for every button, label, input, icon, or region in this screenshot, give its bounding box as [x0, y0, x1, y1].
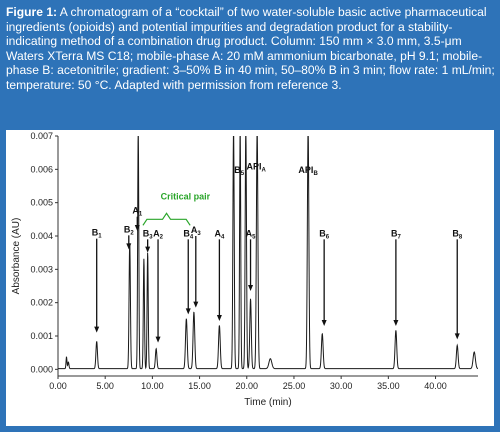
caption-label: Figure 1: — [6, 5, 58, 19]
peak-label: A2 — [153, 228, 164, 240]
peak-arrowhead — [321, 320, 327, 326]
peak-arrowhead — [248, 285, 254, 291]
peak-arrowhead — [454, 333, 460, 340]
y-tick-label: 0.000 — [30, 364, 53, 374]
peak-arrowhead — [94, 326, 100, 333]
critical-pair-label: Critical pair — [161, 191, 211, 201]
peak-arrowhead — [393, 320, 399, 326]
peak-label: B5 — [234, 165, 245, 177]
peak-arrowhead — [216, 315, 222, 321]
x-tick-label: 15.00 — [188, 381, 211, 391]
peak-label: APIB — [298, 165, 318, 177]
peak-arrowhead — [126, 243, 132, 250]
peak-label: A1 — [132, 206, 143, 218]
x-tick-label: 10.00 — [141, 381, 164, 391]
x-tick-label: 5.00 — [96, 381, 114, 391]
figure-caption: Figure 1: A chromatogram of a “cocktail”… — [6, 5, 496, 125]
peak-label: B1 — [92, 228, 103, 240]
x-axis-label: Time (min) — [244, 397, 291, 408]
x-tick-label: 20.00 — [235, 381, 258, 391]
y-tick-label: 0.007 — [30, 131, 53, 141]
peak-label: B3 — [143, 228, 154, 240]
x-tick-label: 0.00 — [49, 381, 67, 391]
peak-arrowhead — [185, 308, 191, 315]
peak-arrowhead — [155, 336, 161, 343]
peak-label: B8 — [452, 228, 463, 240]
y-tick-label: 0.003 — [30, 264, 53, 274]
peak-label: APIA — [247, 162, 267, 174]
peak-label: B6 — [319, 228, 330, 240]
caption-text: A chromatogram of a “cocktail” of two wa… — [6, 5, 495, 92]
plot-panel: 0.000 0.001 0.002 0.003 0.004 0.005 0.006 0.007… — [6, 130, 494, 426]
y-tick-label: 0.005 — [30, 198, 53, 208]
peak-label: A4 — [214, 228, 225, 240]
peak-arrowhead — [145, 246, 151, 253]
y-axis-label: Absorbance (AU) — [11, 218, 22, 295]
x-tick-label: 25.00 — [283, 381, 306, 391]
peak-arrowhead — [134, 225, 140, 231]
y-tick-label: 0.001 — [30, 331, 53, 341]
peak-label: B2 — [124, 224, 135, 236]
critical-pair-bracket — [142, 212, 191, 226]
peak-arrowhead — [193, 301, 199, 308]
peak-label: B4 — [183, 228, 194, 240]
peak-label: A5 — [246, 228, 256, 240]
x-tick-label: 30.00 — [330, 381, 353, 391]
peak-label: A3 — [191, 225, 202, 237]
x-tick-label: 40.00 — [424, 381, 447, 391]
chromatogram-trace — [58, 136, 478, 370]
y-tick-label: 0.004 — [30, 231, 53, 241]
y-tick-label: 0.006 — [30, 164, 53, 174]
chromatogram-chart: 0.000 0.001 0.002 0.003 0.004 0.005 0.006 0.007… — [11, 131, 478, 408]
x-tick-label: 35.00 — [377, 381, 400, 391]
y-tick-label: 0.002 — [30, 298, 53, 308]
peak-label: B7 — [391, 228, 402, 240]
